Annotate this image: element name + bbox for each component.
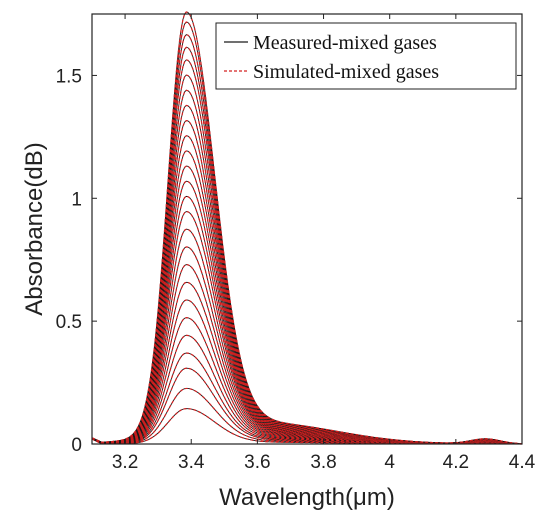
simulated-curve (91, 299, 523, 445)
simulated-curve (91, 59, 523, 445)
x-tick-label: 4.4 (509, 452, 536, 473)
x-tick-label: 3.8 (310, 452, 336, 473)
simulated-curve (91, 228, 523, 445)
x-axis-title: Wavelength(μm) (219, 484, 395, 511)
x-tick-label: 4 (384, 452, 395, 473)
legend-label-simulated: Simulated-mixed gases (253, 61, 439, 83)
y-axis-title: Absorbance(dB) (21, 142, 48, 315)
y-tick-label: 1.5 (56, 66, 82, 87)
plot-frame (91, 13, 523, 445)
x-tick-label: 3.4 (178, 452, 205, 473)
x-axis-ticks: 3.2 3.4 3.6 3.8 4 4.2 4.4 (112, 14, 536, 473)
x-tick-label: 3.2 (112, 452, 138, 473)
y-tick-label: 0 (71, 435, 82, 456)
simulated-curve (91, 195, 523, 445)
simulated-curve (91, 334, 523, 445)
simulated-curve (91, 387, 523, 445)
x-tick-label: 3.6 (244, 452, 270, 473)
simulated-curve (91, 150, 523, 445)
legend-box (215, 22, 517, 90)
simulated-curve (91, 317, 523, 445)
simulated-curve (91, 11, 523, 445)
y-tick-label: 1 (71, 189, 82, 210)
x-tick-label: 4.2 (443, 452, 469, 473)
legend-label-measured: Measured-mixed gases (253, 32, 437, 54)
legend: Measured-mixed gases Simulated-mixed gas… (215, 22, 517, 90)
y-axis-ticks: 0 0.5 1 1.5 (56, 66, 522, 456)
y-tick-label: 0.5 (56, 312, 82, 333)
